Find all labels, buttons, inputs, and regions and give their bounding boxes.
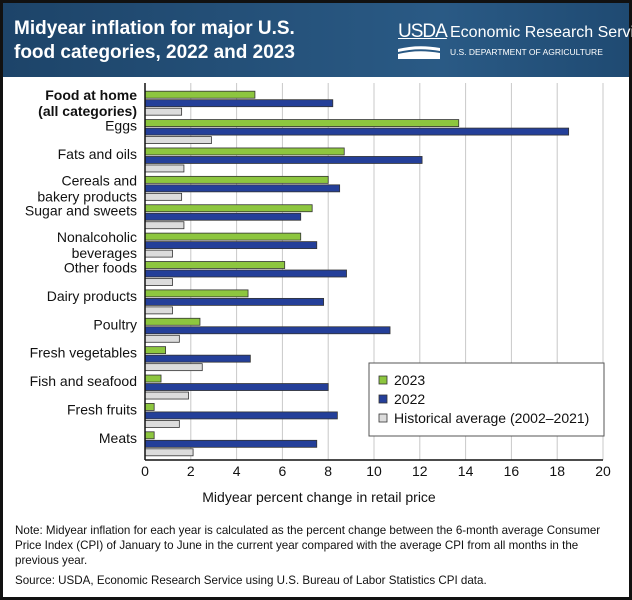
category-label: Eggs <box>105 118 137 134</box>
bar-2023-3 <box>144 175 329 184</box>
category-label: Cereals and <box>62 172 138 188</box>
header: Midyear inflation for major U.S. food ca… <box>3 3 632 77</box>
usda-wordmark: USDA <box>398 21 448 42</box>
x-tick-label: 8 <box>324 463 332 479</box>
x-tick-label: 10 <box>366 463 382 479</box>
category-label: Fats and oils <box>58 146 137 162</box>
legend-label: Historical average (2002–2021) <box>394 410 589 426</box>
legend-swatch <box>378 394 388 404</box>
bar-historical-average-2002-2021--12 <box>144 448 194 457</box>
x-tick-label: 0 <box>141 463 149 479</box>
bar-2022-6 <box>144 269 347 278</box>
bar-2023-2 <box>144 147 345 156</box>
bar-2022-8 <box>144 326 391 335</box>
bar-2022-9 <box>144 354 251 363</box>
bar-historical-average-2002-2021--2 <box>144 164 185 173</box>
bar-historical-average-2002-2021--7 <box>144 306 173 315</box>
bar-2023-7 <box>144 289 249 298</box>
bar-historical-average-2002-2021--10 <box>144 391 189 400</box>
bar-2022-1 <box>144 127 570 136</box>
category-label: (all categories) <box>38 103 137 119</box>
bar-2022-10 <box>144 383 329 391</box>
category-label: Fresh vegetables <box>30 345 137 361</box>
bar-2022-3 <box>144 184 341 193</box>
bar-historical-average-2002-2021--11 <box>144 420 180 428</box>
agency-name: Economic Research Service <box>450 24 632 41</box>
x-tick-label: 4 <box>233 463 241 479</box>
bar-2023-10 <box>144 374 162 383</box>
legend-swatch <box>378 413 388 423</box>
bar-2023-6 <box>144 261 286 269</box>
category-label: Meats <box>99 430 137 446</box>
bar-2022-5 <box>144 241 318 250</box>
bar-2022-0 <box>144 99 334 108</box>
department-name: U.S. DEPARTMENT OF AGRICULTURE <box>450 47 603 57</box>
bar-historical-average-2002-2021--8 <box>144 334 180 343</box>
x-tick-label: 6 <box>279 463 287 479</box>
source: Source: USDA, Economic Research Service … <box>15 574 487 587</box>
category-label: Fresh fruits <box>67 401 137 417</box>
chart-title: Midyear inflation for major U.S. food ca… <box>14 18 295 63</box>
bar-2022-12 <box>144 439 318 448</box>
usda-swoosh-icon <box>398 46 440 59</box>
bar-2022-4 <box>144 212 302 221</box>
category-label: Food at home <box>45 87 137 103</box>
bar-historical-average-2002-2021--6 <box>144 278 173 286</box>
category-label: Other foods <box>64 260 137 276</box>
category-label: Dairy products <box>47 288 137 304</box>
bar-2022-2 <box>144 156 423 164</box>
bar-2023-11 <box>144 403 155 411</box>
bar-2023-4 <box>144 204 313 213</box>
bar-historical-average-2002-2021--4 <box>144 221 185 230</box>
bar-2023-0 <box>144 90 256 99</box>
bar-historical-average-2002-2021--1 <box>144 136 212 144</box>
bar-historical-average-2002-2021--5 <box>144 249 173 258</box>
category-label: Sugar and sweets <box>25 203 137 219</box>
bar-2023-9 <box>144 346 167 355</box>
bar-2023-5 <box>144 232 302 241</box>
x-tick-label: 20 <box>595 463 611 479</box>
category-label: Poultry <box>93 316 137 332</box>
bar-historical-average-2002-2021--0 <box>144 107 183 116</box>
x-axis-label: Midyear percent change in retail price <box>202 489 436 505</box>
x-tick-label: 14 <box>458 463 474 479</box>
bar-historical-average-2002-2021--9 <box>144 363 203 372</box>
category-label: bakery products <box>37 188 137 204</box>
category-label: beverages <box>72 245 137 261</box>
x-tick-label: 16 <box>504 463 520 479</box>
bar-historical-average-2002-2021--3 <box>144 192 183 201</box>
legend-label: 2022 <box>394 391 425 407</box>
legend-box <box>368 362 605 437</box>
bar-chart: 0 2 4 6 8 10 12 14 16 18 20 Food at home(all catego… <box>25 83 611 479</box>
x-tick-label: 12 <box>412 463 428 479</box>
note: Note: Midyear inflation for each year is… <box>15 524 601 567</box>
legend-swatch <box>378 375 388 385</box>
category-label: Fish and seafood <box>30 373 137 389</box>
bar-2023-12 <box>144 431 155 440</box>
x-tick-label: 18 <box>549 463 565 479</box>
category-label: Nonalcoholic <box>57 229 137 245</box>
bar-2023-8 <box>144 317 201 326</box>
legend-label: 2023 <box>394 372 425 388</box>
x-tick-label: 2 <box>187 463 195 479</box>
bar-2022-7 <box>144 297 325 306</box>
bar-2022-11 <box>144 411 338 420</box>
bar-2023-1 <box>144 119 460 127</box>
